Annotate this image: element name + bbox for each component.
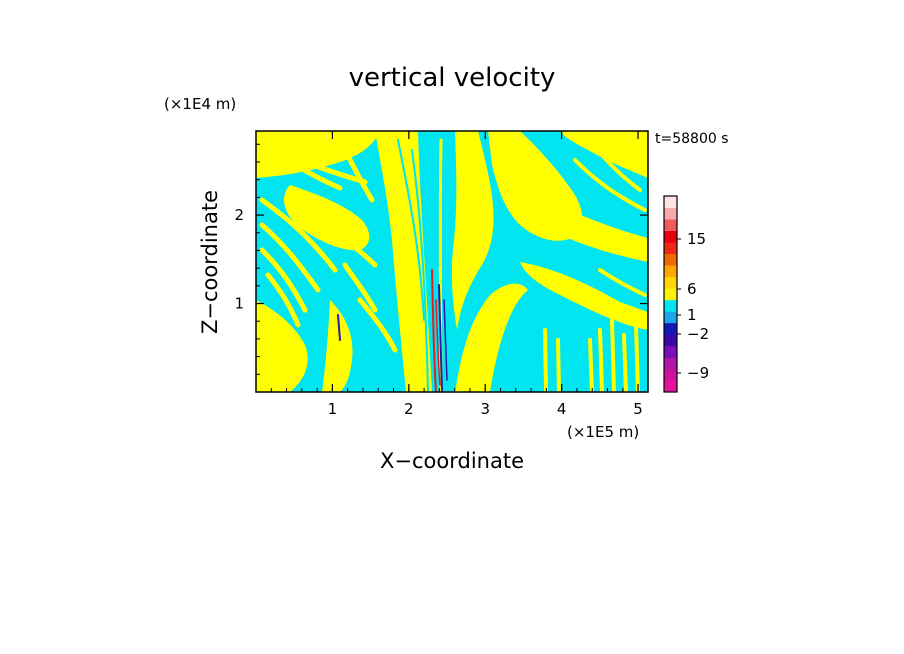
field-region-right-bands	[543, 200, 648, 262]
colorbar-label: 1	[687, 306, 697, 324]
colorbar-band	[664, 230, 677, 243]
x-tick-label: 1	[328, 400, 338, 418]
colorbar-band	[664, 311, 677, 324]
colorbar-band	[664, 276, 677, 289]
y-tick-labels: 12	[234, 206, 244, 312]
colorbar-frame	[663, 195, 678, 393]
colorbar-band	[664, 334, 677, 347]
colorbar-band	[664, 368, 677, 381]
field-region-center-right-arm	[451, 131, 494, 330]
y-tick-label: 2	[234, 206, 244, 224]
colorbar-band	[664, 380, 677, 393]
colorbar-band	[664, 242, 677, 255]
field-region-center-left-low	[322, 300, 353, 392]
plot-frame	[255, 130, 649, 393]
colorbar-band	[664, 345, 677, 358]
colorbar-band	[664, 196, 677, 208]
colorbar-band	[664, 322, 677, 335]
y-tick-label: 1	[234, 295, 244, 313]
field-region-top-left	[256, 131, 380, 178]
y-axis-label: Z−coordinate	[198, 190, 222, 334]
field-region-left-low	[256, 300, 308, 392]
field-region-right-mid	[520, 262, 648, 330]
field-stripes-center	[337, 138, 448, 392]
colorbar-band	[664, 207, 677, 220]
y-unit-label: (×1E4 m)	[164, 95, 236, 113]
x-tick-label: 5	[633, 400, 643, 418]
x-tick-label: 4	[557, 400, 567, 418]
time-label: t=58800 s	[655, 131, 729, 147]
colorbar-band	[664, 299, 677, 312]
colorbar-label: −9	[687, 364, 709, 382]
colorbar-band	[664, 288, 677, 301]
axis-ticks	[256, 131, 648, 392]
x-axis-label: X−coordinate	[380, 449, 524, 473]
colorbar-band	[664, 265, 677, 278]
field-region-left-arm	[283, 185, 370, 251]
colorbar-labels: −9 −21 6 15	[687, 230, 709, 382]
field-region-bottom-center	[455, 283, 528, 392]
x-tick-label: 3	[480, 400, 490, 418]
colorbar	[663, 195, 681, 393]
colorbar-band	[664, 219, 677, 231]
field-background	[256, 131, 648, 392]
field-stripes-right	[543, 138, 647, 392]
x-tick-label: 2	[404, 400, 414, 418]
velocity-field	[256, 131, 648, 392]
x-tick-labels: 1 2 3 4 5	[328, 400, 643, 418]
colorbar-label: −2	[687, 325, 709, 343]
colorbar-band	[664, 253, 677, 266]
colorbar-label: 6	[687, 280, 697, 298]
colorbar-band	[664, 357, 677, 370]
x-unit-label: (×1E5 m)	[567, 423, 639, 441]
chart-title: vertical velocity	[349, 63, 556, 93]
field-stripes-left	[259, 137, 398, 353]
colorbar-label: 15	[687, 230, 706, 248]
